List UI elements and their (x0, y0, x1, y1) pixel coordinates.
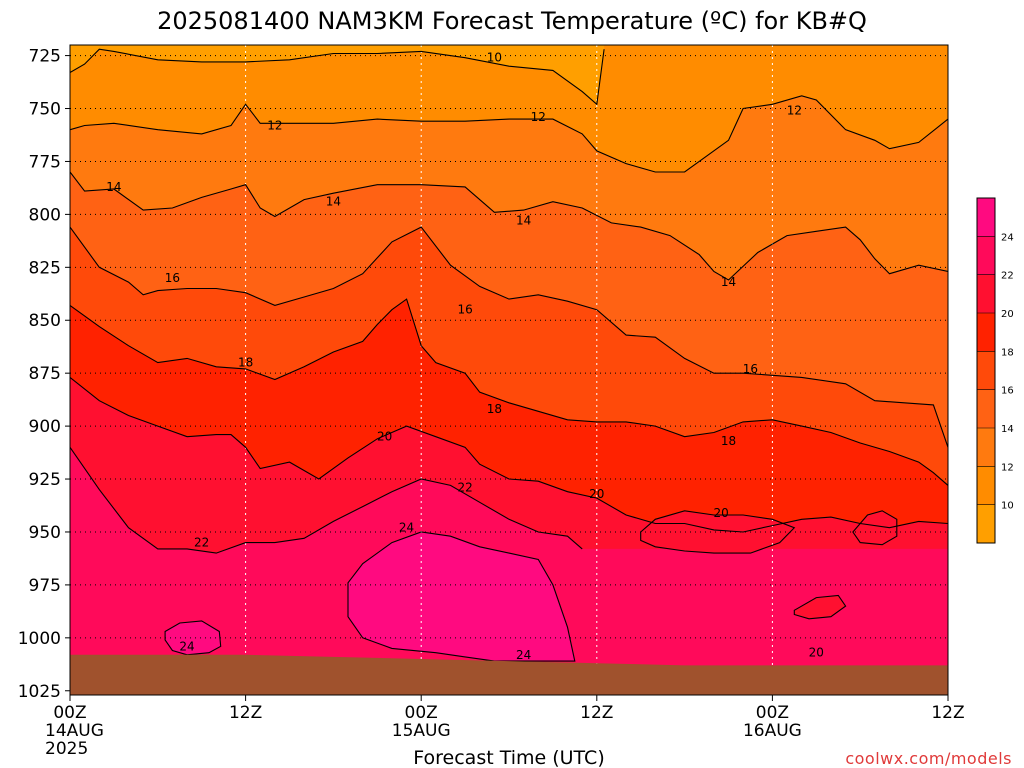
y-tick-label: 1000 (18, 629, 61, 649)
y-tick-label: 725 (29, 47, 61, 67)
contour-label: 18 (487, 402, 502, 416)
colorbar-segment (977, 313, 995, 352)
y-tick-label: 750 (29, 100, 61, 120)
x-tick-label: 00Z (53, 703, 86, 723)
contour-label: 10 (487, 51, 502, 65)
colorbar-segment (977, 428, 995, 467)
colorbar-label: 14 (1001, 424, 1014, 435)
isotherm-contours (70, 48, 948, 662)
isotherm-24 (164, 620, 222, 656)
y-tick-label: 825 (29, 258, 61, 278)
y-tick-label: 1025 (18, 682, 61, 702)
y-tick-label: 950 (29, 523, 61, 543)
y-tick-label: 775 (29, 152, 61, 172)
colorbar-label: 24 (1001, 232, 1014, 243)
isotherm-10 (70, 48, 605, 106)
colorbar-segment (977, 466, 995, 505)
colorbar-segment (977, 274, 995, 313)
y-tick-label: 875 (29, 364, 61, 384)
contour-label: 20 (377, 430, 392, 444)
surface-terrain (70, 654, 948, 695)
contour-label: 16 (743, 362, 758, 376)
band-24-core (165, 620, 221, 655)
colorbar-label: 10 (1001, 501, 1014, 512)
isotherm-18 (70, 298, 948, 486)
x-tick-label: 15AUG (392, 721, 451, 741)
colorbar-label: 18 (1001, 347, 1014, 358)
colorbar: 10 12 14 16 18 20 22 24 (976, 197, 1014, 544)
contour-label: 20 (714, 506, 729, 520)
warm-core-20 (640, 510, 795, 554)
contour-label: 22 (457, 481, 472, 495)
colorbar-label: 22 (1001, 271, 1014, 282)
band-24-core (348, 532, 575, 662)
y-tick-label: 800 (29, 205, 61, 225)
colorbar-segment (977, 198, 995, 237)
isotherm-24 (347, 531, 576, 662)
warm-core-20 (794, 595, 846, 619)
colorbar-segment (977, 236, 995, 275)
contour-label: 12 (531, 110, 546, 124)
isotherm-20-closed (640, 510, 796, 554)
contour-label: 24 (399, 521, 414, 535)
isotherm-20 (70, 376, 948, 533)
x-tick-label: 12Z (580, 703, 613, 723)
contour-label: 20 (589, 487, 604, 501)
x-tick-label: 12Z (229, 703, 262, 723)
contour-label: 24 (179, 639, 194, 653)
contour-label: 24 (516, 648, 531, 662)
colorbar-segment (977, 504, 995, 543)
isotherm-20-closed (793, 594, 847, 620)
chart-title: 2025081400 NAM3KM Forecast Temperature (… (157, 7, 867, 35)
terrain-fill (70, 654, 948, 695)
x-axis-title: Forecast Time (UTC) (413, 747, 604, 768)
x-tick-label: 00Z (405, 703, 438, 723)
isotherm-16 (70, 226, 948, 448)
plot-frame (69, 44, 949, 696)
contour-label: 14 (721, 275, 736, 289)
isotherm-22 (70, 446, 583, 554)
contour-label: 14 (516, 214, 531, 228)
x-tick-label: 00Z (756, 703, 789, 723)
contour-label: 20 (809, 646, 824, 660)
x-tick-label: 16AUG (743, 721, 802, 741)
contour-label: 16 (457, 303, 472, 317)
colorbar-label: 16 (1001, 386, 1014, 397)
temperature-fill-layer (70, 45, 948, 695)
x-tick-label: 12Z (931, 703, 964, 723)
isotherm-20-closed (852, 510, 898, 546)
plot-area: 10 12 12 12 14 14 14 14 16 16 16 18 18 18 20 20 20 20 22 22… (70, 45, 948, 695)
contour-label: 16 (165, 271, 180, 285)
contour-label: 14 (326, 195, 341, 209)
contour-label: 12 (267, 118, 282, 132)
y-tick-label: 925 (29, 470, 61, 490)
isotherm-12 (70, 95, 948, 173)
y-tick-label: 900 (29, 417, 61, 437)
contour-label: 18 (721, 434, 736, 448)
contour-label: 18 (238, 356, 253, 370)
x-tick-label: 2025 (45, 739, 88, 759)
band-below-10 (70, 45, 605, 105)
colorbar-segment (977, 351, 995, 390)
y-axis: 725 750 775 800 825 850 875 900 925 950 975 1000 102… (18, 47, 70, 702)
colorbar-label: 12 (1001, 462, 1014, 473)
credit-text: coolwx.com/models (845, 749, 1012, 768)
colorbar-frame (976, 197, 996, 544)
contour-label: 22 (194, 536, 209, 550)
contour-label: 12 (787, 104, 802, 118)
isotherm-14 (70, 171, 948, 281)
x-tick-label: 14AUG (45, 721, 104, 741)
contour-labels: 10 12 12 12 14 14 14 14 16 16 16 18 18 18 20 20 20 20 22 22… (106, 51, 824, 662)
gridlines (70, 45, 948, 695)
contour-label: 14 (106, 180, 121, 194)
y-tick-label: 975 (29, 576, 61, 596)
y-tick-label: 850 (29, 311, 61, 331)
colorbar-segment (977, 389, 995, 428)
colorbar-label: 20 (1001, 309, 1014, 320)
